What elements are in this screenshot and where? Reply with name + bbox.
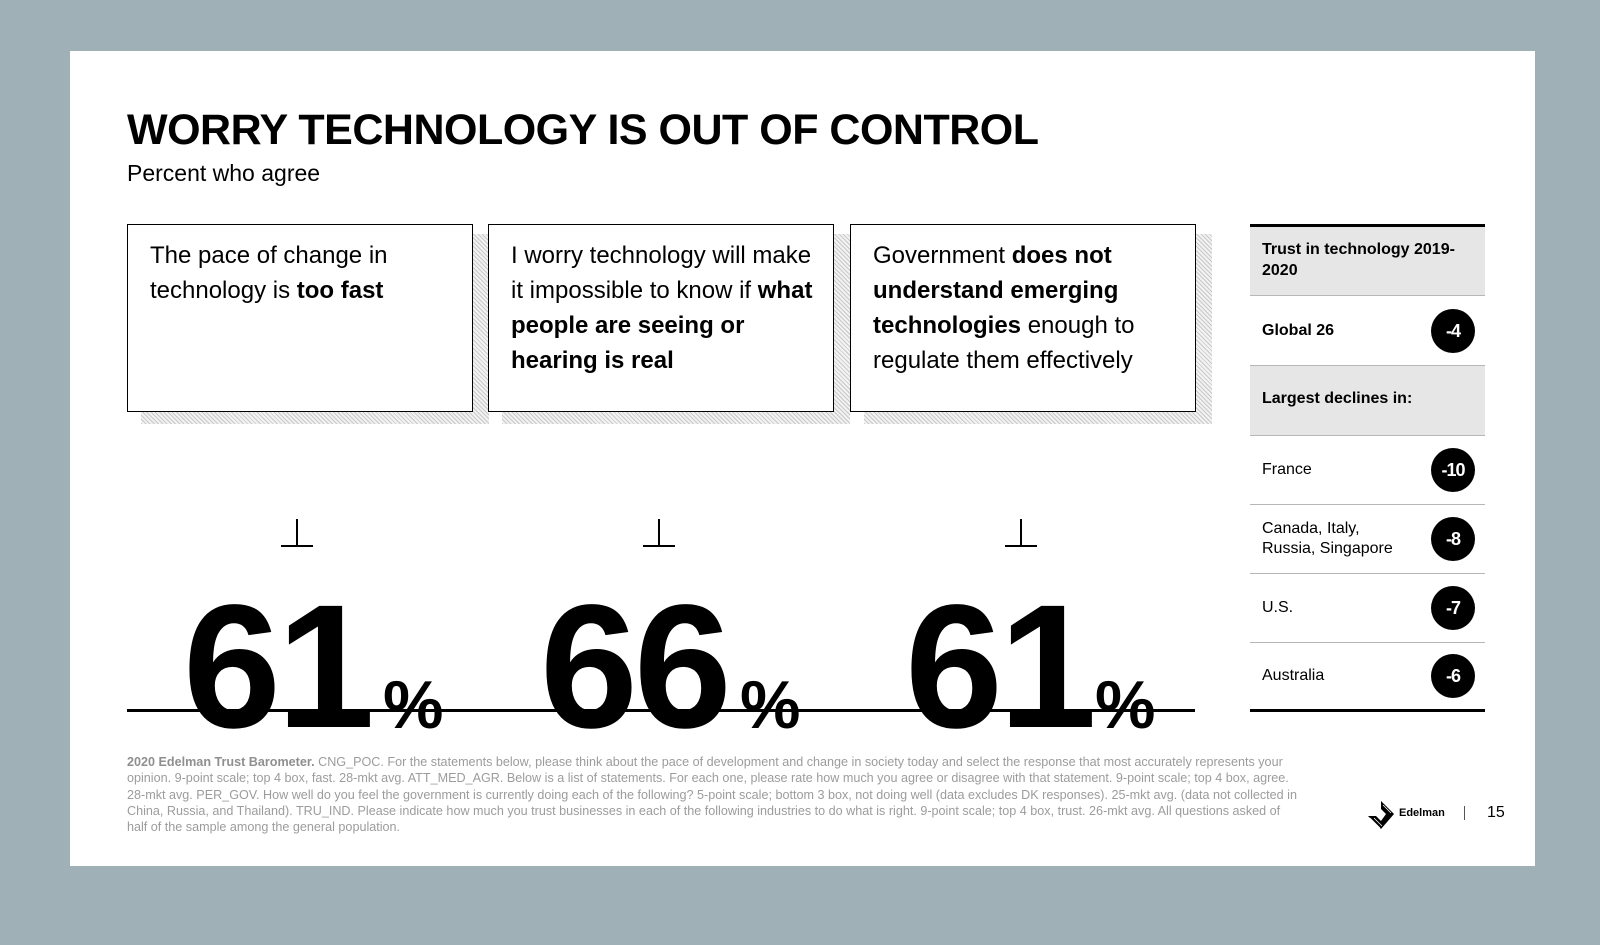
row-label: Australia bbox=[1262, 667, 1325, 684]
change-badge: -10 bbox=[1431, 448, 1475, 492]
row-label: France bbox=[1262, 461, 1312, 478]
sidebar-row-global: Global 26 -4 bbox=[1250, 296, 1485, 366]
change-badge: -7 bbox=[1431, 586, 1475, 630]
row-label: U.S. bbox=[1262, 599, 1294, 616]
footnote-source: 2020 Edelman Trust Barometer. bbox=[127, 755, 315, 769]
stat-percent-sign: % bbox=[1095, 667, 1156, 743]
brand-name: Edelman bbox=[1399, 807, 1445, 819]
statement-bold: what people are seeing or hearing is rea… bbox=[511, 277, 813, 374]
statement-plain: I worry technology will make it impossib… bbox=[511, 242, 812, 304]
edelman-logo-icon bbox=[1368, 801, 1394, 829]
page-subtitle: Percent who agree bbox=[127, 160, 321, 186]
stat-value: 66 bbox=[540, 569, 732, 765]
sidebar-row-decline: Canada, Italy, Russia, Singapore -8 bbox=[1250, 505, 1485, 574]
statement-bold: does not understand emerging technologie… bbox=[873, 242, 1119, 339]
statement-bold: too fast bbox=[296, 277, 384, 304]
connector-icon bbox=[1005, 519, 1037, 547]
connector-icon bbox=[643, 519, 675, 547]
stat-value: 61 bbox=[183, 569, 375, 765]
footnote-text: CNG_POC. For the statements below, pleas… bbox=[127, 755, 1297, 835]
stats-baseline-rule bbox=[127, 709, 1195, 712]
statement-plain-tail: enough to regulate them effectively bbox=[873, 312, 1135, 374]
source-footnote: 2020 Edelman Trust Barometer. CNG_POC. F… bbox=[127, 754, 1297, 835]
statement-text: The pace of change in technology is too … bbox=[127, 224, 473, 412]
slide: WORRY TECHNOLOGY IS OUT OF CONTROL Perce… bbox=[70, 51, 1535, 866]
change-badge: -8 bbox=[1431, 517, 1475, 561]
statement-card-2: I worry technology will make it impossib… bbox=[488, 224, 850, 424]
stat-value: 61 bbox=[905, 569, 1097, 765]
row-label: Canada, Italy, Russia, Singapore bbox=[1262, 520, 1393, 557]
statement-card-1: The pace of change in technology is too … bbox=[127, 224, 489, 424]
page-number: 15 bbox=[1487, 804, 1505, 821]
change-badge: -6 bbox=[1431, 654, 1475, 698]
stat-percent-sign: % bbox=[740, 667, 801, 743]
sidebar-header: Trust in technology 2019-2020 bbox=[1250, 224, 1485, 296]
sidebar-row-decline: Australia -6 bbox=[1250, 643, 1485, 712]
sidebar-subheader: Largest declines in: bbox=[1250, 366, 1485, 436]
stat-percent-sign: % bbox=[383, 667, 444, 743]
statement-text: Government does not understand emerging … bbox=[850, 224, 1196, 412]
page-title: WORRY TECHNOLOGY IS OUT OF CONTROL bbox=[127, 106, 1039, 154]
trust-sidebar: Trust in technology 2019-2020 Global 26 … bbox=[1250, 224, 1485, 712]
edelman-logo: Edelman bbox=[1366, 799, 1456, 831]
sidebar-row-decline: France -10 bbox=[1250, 436, 1485, 505]
footer-divider bbox=[1464, 806, 1465, 820]
statement-plain: Government bbox=[873, 242, 1012, 269]
statement-card-3: Government does not understand emerging … bbox=[850, 224, 1212, 424]
change-badge: -4 bbox=[1431, 308, 1475, 353]
connector-icon bbox=[281, 519, 313, 547]
statement-plain: The pace of change in technology is bbox=[150, 242, 388, 304]
statement-text: I worry technology will make it impossib… bbox=[488, 224, 834, 412]
sidebar-row-decline: U.S. -7 bbox=[1250, 574, 1485, 643]
row-label: Global 26 bbox=[1262, 321, 1335, 339]
